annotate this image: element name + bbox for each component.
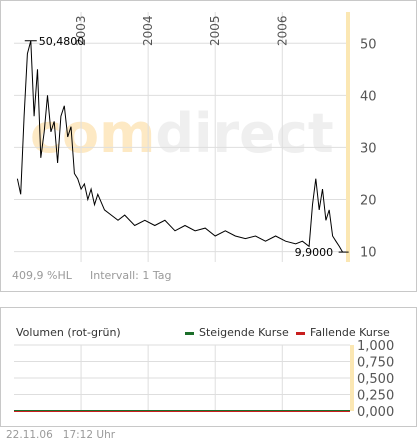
y-tick-label: 10 bbox=[360, 246, 377, 261]
volume-y-tick-label: 0,750 bbox=[357, 356, 394, 371]
y-tick-label: 30 bbox=[360, 141, 377, 156]
legend-rising: Steigende Kurse bbox=[185, 326, 289, 339]
price-line bbox=[16, 40, 344, 253]
low-label: 9,9000 bbox=[295, 246, 334, 259]
x-tick-label: 2005 bbox=[208, 15, 222, 46]
volume-y-tick-label: 1,000 bbox=[357, 339, 394, 354]
volume-title: Volumen (rot-grün) bbox=[16, 326, 121, 339]
footer-timestamp: 22.11.06 17:12 Uhr bbox=[6, 429, 115, 441]
x-tick-label: 2003 bbox=[74, 15, 88, 46]
range-label: 409,9 %HL bbox=[12, 269, 72, 282]
rising-swatch bbox=[185, 331, 194, 335]
x-tick-label: 2006 bbox=[275, 15, 289, 46]
watermark-logo: comdirect bbox=[30, 102, 334, 165]
high-label: 50,4800 bbox=[39, 35, 85, 48]
footer-date: 22.11.06 bbox=[6, 429, 53, 441]
y-axis-band bbox=[346, 12, 350, 262]
volume-axis-band bbox=[350, 345, 354, 411]
legend-rising-label: Steigende Kurse bbox=[199, 326, 289, 339]
legend-falling: Fallende Kurse bbox=[296, 326, 390, 339]
volume-chart-panel bbox=[0, 307, 417, 427]
volume-y-tick-label: 0,250 bbox=[357, 389, 394, 404]
watermark-part2: direct bbox=[155, 102, 333, 165]
legend-falling-label: Fallende Kurse bbox=[310, 326, 390, 339]
volume-y-tick-label: 0,000 bbox=[357, 405, 394, 420]
volume-bar-falling bbox=[14, 411, 350, 412]
volume-y-tick-label: 0,500 bbox=[357, 372, 394, 387]
footer-time: 17:12 Uhr bbox=[62, 429, 116, 441]
x-tick-label: 2004 bbox=[141, 15, 155, 46]
volume-bar-rising bbox=[14, 410, 350, 411]
y-tick-label: 20 bbox=[360, 194, 377, 209]
watermark-part1: com bbox=[30, 102, 155, 165]
falling-swatch bbox=[296, 331, 305, 335]
interval-label: Intervall: 1 Tag bbox=[90, 269, 172, 282]
y-tick-label: 40 bbox=[360, 89, 377, 104]
y-tick-label: 50 bbox=[360, 37, 377, 52]
